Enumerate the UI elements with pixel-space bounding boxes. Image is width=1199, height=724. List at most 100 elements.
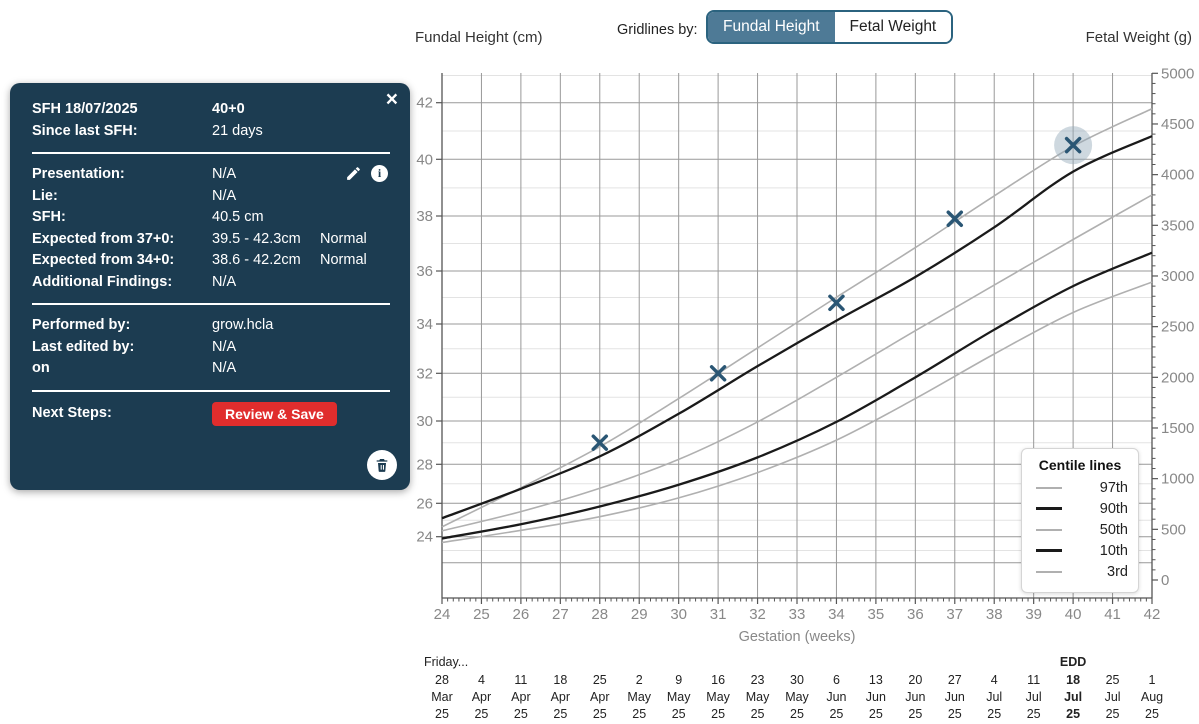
- detail-row: Expected from 37+0: 39.5 - 42.3cm Normal: [32, 229, 390, 251]
- row-value: N/A: [212, 187, 237, 204]
- svg-text:31: 31: [710, 606, 727, 623]
- row-status: [320, 186, 390, 208]
- sfh-marker[interactable]: [946, 210, 964, 227]
- detail-row: on N/A: [32, 358, 390, 380]
- sfh-marker[interactable]: [1064, 136, 1082, 154]
- svg-text:25: 25: [1106, 673, 1120, 687]
- legend-entry-label: 3rd: [1107, 563, 1128, 580]
- svg-text:25: 25: [829, 707, 843, 721]
- detail-row: Presentation: N/A: [32, 164, 390, 186]
- svg-text:30: 30: [670, 606, 687, 623]
- detail-row: Performed by: grow.hcla: [32, 315, 390, 337]
- row-value: grow.hcla: [212, 317, 274, 333]
- svg-text:Jul: Jul: [1064, 690, 1082, 704]
- close-icon[interactable]: ×: [385, 88, 398, 111]
- svg-text:41: 41: [1104, 606, 1121, 623]
- review-save-button[interactable]: Review & Save: [212, 401, 337, 426]
- svg-text:16: 16: [711, 673, 725, 687]
- svg-text:25: 25: [553, 707, 567, 721]
- svg-text:2000: 2000: [1161, 369, 1194, 386]
- svg-text:9: 9: [675, 673, 682, 687]
- legend-entry: 90th: [1032, 498, 1128, 519]
- divider: [32, 389, 390, 392]
- legend-entry-label: 97th: [1099, 479, 1128, 496]
- svg-text:25: 25: [1066, 707, 1080, 721]
- row-status: Normal: [320, 230, 367, 247]
- svg-text:2: 2: [636, 673, 643, 687]
- sfh-marker[interactable]: [709, 365, 727, 382]
- right-axis-title: Fetal Weight (g): [1085, 29, 1192, 46]
- details-section: i Presentation: N/A Lie: N/A SFH: 40.5 cm Expe…: [32, 164, 390, 293]
- svg-text:29: 29: [631, 606, 648, 623]
- svg-text:Jun: Jun: [826, 690, 846, 704]
- svg-text:Apr: Apr: [511, 690, 530, 704]
- svg-text:27: 27: [948, 673, 962, 687]
- svg-text:May: May: [746, 690, 770, 704]
- row-status: [320, 207, 390, 229]
- svg-text:Apr: Apr: [590, 690, 609, 704]
- svg-text:25: 25: [987, 707, 1001, 721]
- row-label: SFH:: [32, 209, 66, 225]
- svg-text:3000: 3000: [1161, 268, 1194, 285]
- row-status: Normal: [320, 252, 367, 268]
- svg-text:Jun: Jun: [945, 690, 965, 704]
- row-value: N/A: [212, 166, 237, 182]
- legend-line-sample: [1036, 570, 1062, 573]
- svg-text:24: 24: [416, 529, 433, 546]
- legend-line-sample: [1036, 507, 1062, 510]
- svg-text:25: 25: [514, 707, 528, 721]
- svg-text:25: 25: [948, 707, 962, 721]
- legend-entry: 10th: [1032, 540, 1128, 561]
- toggle-fetal-weight[interactable]: Fetal Weight: [834, 12, 952, 42]
- svg-text:Apr: Apr: [472, 690, 491, 704]
- pencil-icon[interactable]: [345, 165, 362, 182]
- detail-row: Lie: N/A: [32, 186, 390, 208]
- svg-text:24: 24: [434, 606, 451, 623]
- row-value: 40.5 cm: [212, 209, 264, 225]
- row-value: 39.5 - 42.3cm: [212, 230, 301, 247]
- svg-text:40: 40: [1065, 606, 1082, 623]
- centile-legend: Centile lines 97th 90th 50th 10th 3rd: [1021, 448, 1139, 593]
- gridlines-by-label: Gridlines by:: [617, 22, 698, 38]
- svg-text:1: 1: [1149, 673, 1156, 687]
- row-value: N/A: [212, 273, 237, 290]
- svg-text:28: 28: [416, 456, 433, 473]
- svg-text:32: 32: [416, 365, 433, 382]
- gestation-value: 40+0: [212, 101, 245, 117]
- svg-text:4500: 4500: [1161, 116, 1194, 133]
- sfh-marker[interactable]: [591, 434, 609, 451]
- left-axis-title: Fundal Height (cm): [415, 29, 543, 46]
- info-icon[interactable]: i: [371, 165, 388, 182]
- svg-text:4: 4: [478, 673, 485, 687]
- svg-text:25: 25: [1027, 707, 1041, 721]
- svg-text:11: 11: [1027, 673, 1040, 687]
- svg-text:3500: 3500: [1161, 217, 1194, 234]
- sfh-marker[interactable]: [828, 294, 845, 312]
- svg-text:25: 25: [593, 673, 607, 687]
- next-steps-label: Next Steps:: [32, 404, 112, 421]
- svg-text:2500: 2500: [1161, 319, 1194, 336]
- toggle-fundal-height[interactable]: Fundal Height: [708, 12, 835, 42]
- divider: [32, 152, 390, 154]
- svg-text:37: 37: [946, 606, 963, 623]
- svg-text:May: May: [785, 690, 809, 704]
- svg-text:20: 20: [908, 673, 922, 687]
- svg-text:4: 4: [991, 673, 998, 687]
- svg-text:39: 39: [1025, 606, 1042, 623]
- svg-text:28: 28: [435, 673, 449, 687]
- svg-text:25: 25: [435, 707, 449, 721]
- trash-button[interactable]: [367, 450, 397, 480]
- audit-section: Performed by: grow.hcla Last edited by: N/A…: [32, 315, 390, 380]
- centile-curve-10th: [441, 251, 1153, 540]
- legend-line-sample: [1036, 549, 1062, 552]
- svg-text:30: 30: [790, 673, 804, 687]
- svg-text:28: 28: [591, 606, 608, 623]
- svg-text:Jun: Jun: [905, 690, 925, 704]
- svg-text:38: 38: [416, 208, 433, 225]
- svg-text:26: 26: [513, 606, 530, 623]
- centile-curve-3rd: [441, 281, 1153, 544]
- row-value: N/A: [212, 360, 237, 376]
- gridlines-toggle-group: Fundal Height Fetal Weight: [706, 10, 954, 44]
- svg-text:Jul: Jul: [1105, 690, 1121, 704]
